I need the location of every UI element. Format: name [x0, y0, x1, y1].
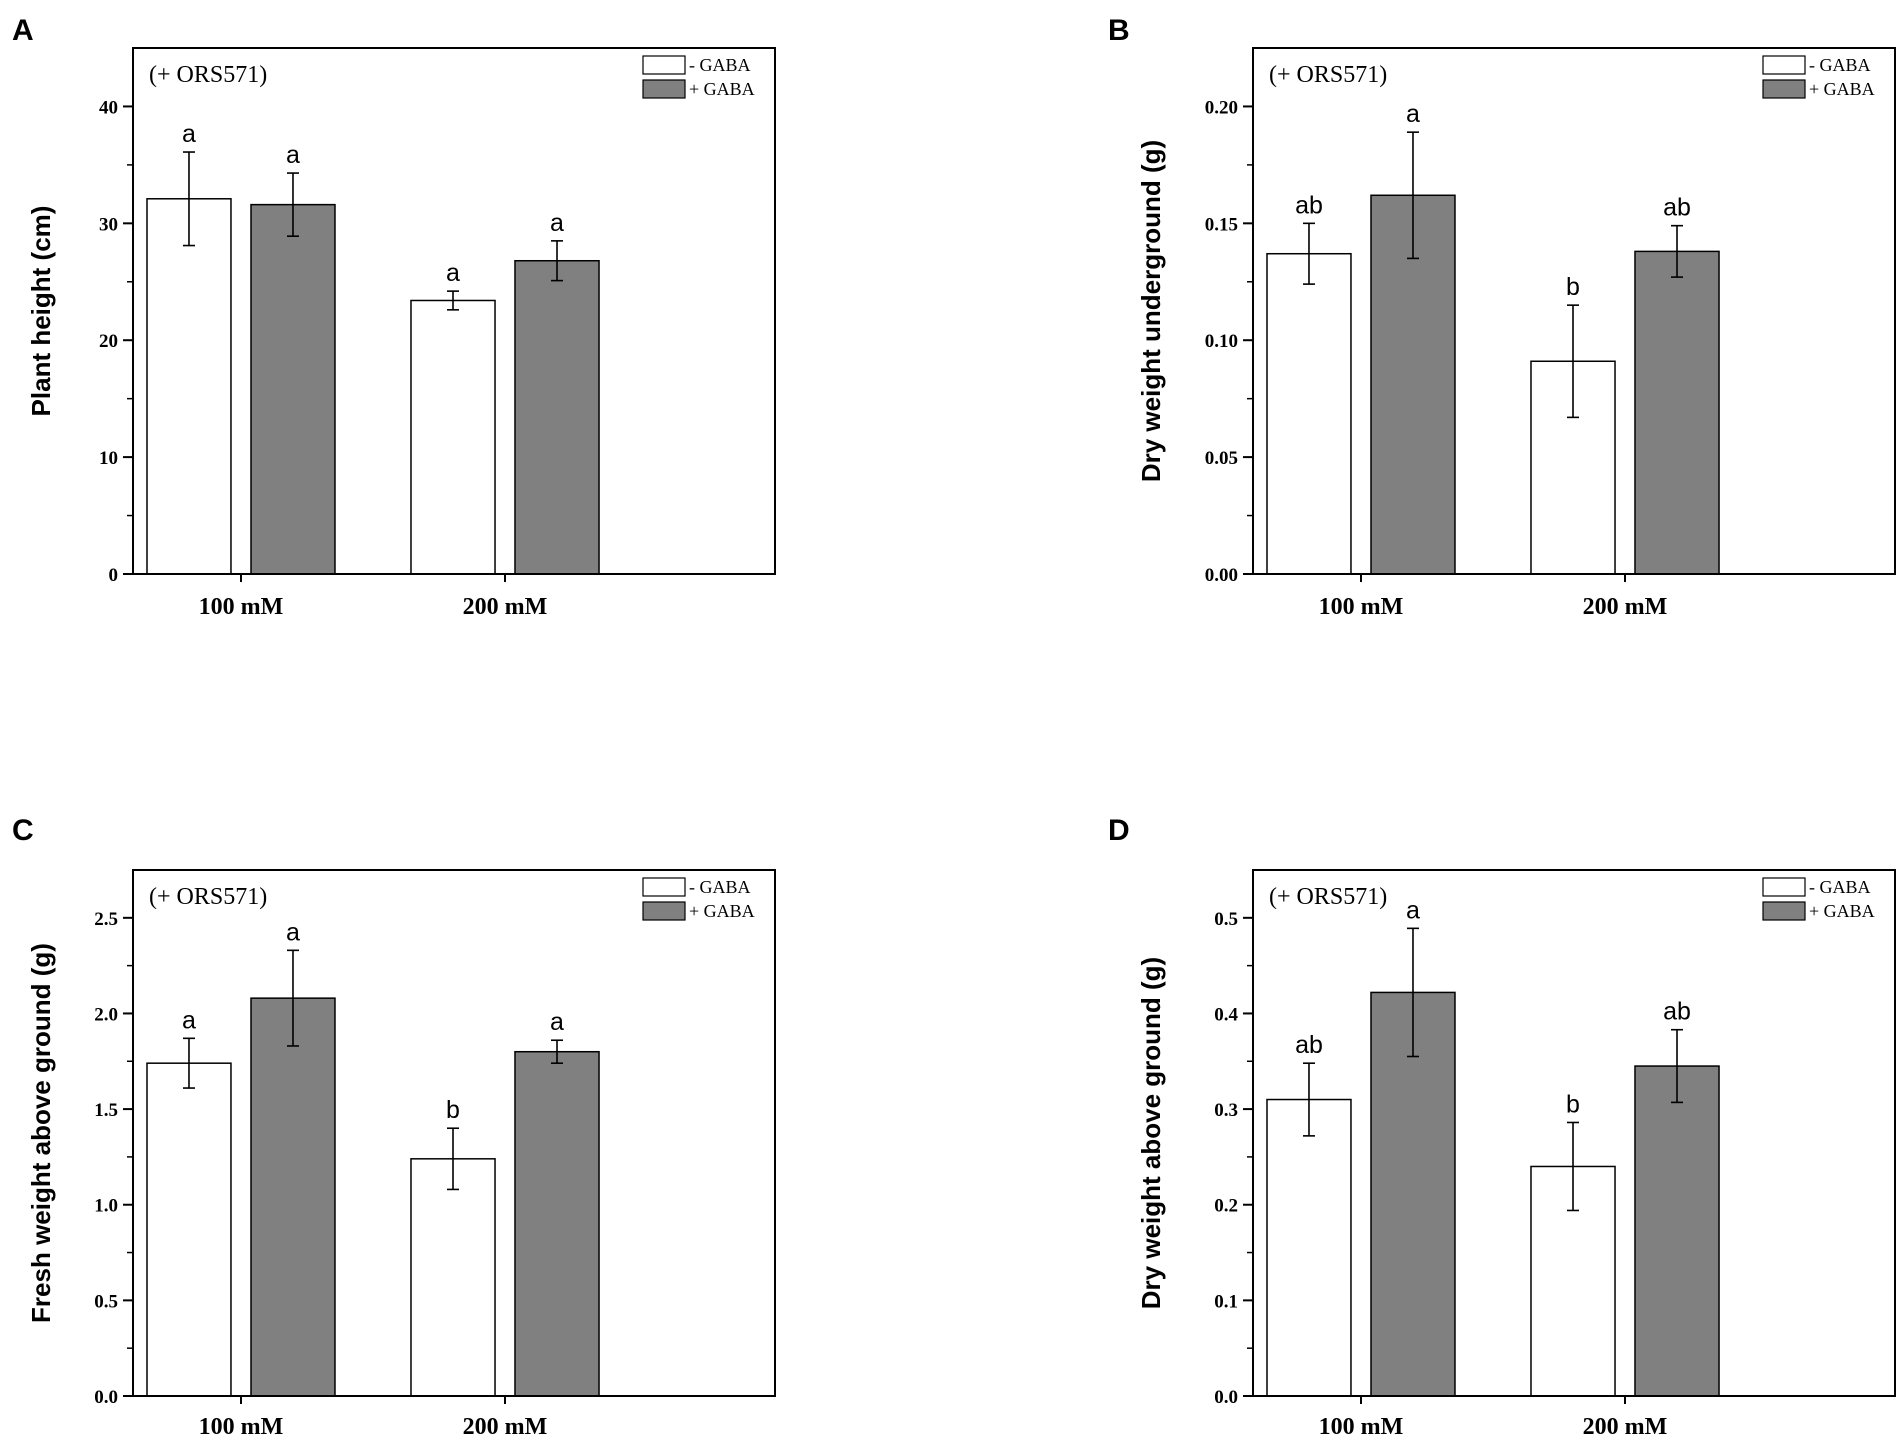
significance-label: a: [550, 1008, 564, 1036]
y-tick-label: 1.5: [94, 1100, 118, 1121]
y-tick-label: 0.05: [1205, 448, 1238, 469]
bar: [1634, 1065, 1720, 1397]
legend-swatch: [1762, 55, 1806, 75]
significance-label: a: [550, 209, 564, 237]
bar: [1266, 252, 1352, 575]
significance-label: a: [182, 1006, 196, 1034]
y-tick-label: 2.0: [94, 1004, 118, 1025]
y-tick-label: 0.00: [1205, 565, 1238, 586]
bar: [514, 259, 600, 575]
significance-label: a: [286, 918, 300, 946]
bar: [250, 997, 336, 1397]
plot-frame: [1252, 47, 1896, 575]
y-tick-label: 0.3: [1214, 1100, 1238, 1121]
legend-label: - GABA: [689, 55, 751, 75]
legend-swatch: [1762, 877, 1806, 897]
y-tick-label: 40: [99, 97, 118, 118]
annotation-label: (+ ORS571): [1269, 884, 1387, 910]
y-tick-label: 0.5: [94, 1291, 118, 1312]
y-tick-label: 0.5: [1214, 909, 1238, 930]
plot-frame: [1252, 869, 1896, 1397]
legend-swatch: [642, 55, 686, 75]
annotation-label: (+ ORS571): [149, 884, 267, 910]
bar: [1266, 1098, 1352, 1397]
category-label: 200 mM: [1583, 1414, 1668, 1440]
panel-a: Aa a 100 mM a a 200 mM 0 10 20 30 40 Plant height (…: [12, 14, 776, 620]
significance-label: b: [1566, 1090, 1580, 1118]
bar: [1634, 250, 1720, 575]
panel-letter: A: [12, 14, 34, 47]
legend-label: + GABA: [1809, 901, 1875, 921]
y-axis-label: Fresh weight above ground (g): [26, 943, 56, 1323]
legend-label: - GABA: [1809, 877, 1871, 897]
significance-label: a: [182, 120, 196, 148]
y-tick-label: 0.0: [1214, 1387, 1238, 1408]
panel-c: Ca a 100 mM b a 200 mM 0.0 0.5 1.0 1.5 2.0 2.5 Fresh…: [12, 814, 776, 1440]
y-tick-label: 0.1: [1214, 1291, 1238, 1312]
y-tick-label: 0.0: [94, 1387, 118, 1408]
bar: [410, 1158, 496, 1397]
significance-label: ab: [1663, 194, 1691, 222]
category-label: 200 mM: [463, 1414, 548, 1440]
bar: [1370, 991, 1456, 1397]
y-tick-label: 0.10: [1205, 331, 1238, 352]
legend-label: - GABA: [689, 877, 751, 897]
legend-label: + GABA: [1809, 79, 1875, 99]
y-axis-label: Dry weight above ground (g): [1136, 957, 1166, 1309]
panel-letter: B: [1108, 14, 1130, 47]
panel-b: Bab a 100 mM b ab 200 mM 0.00 0.05 0.10 0.15 0.20 D…: [1108, 14, 1896, 620]
legend-label: + GABA: [689, 79, 755, 99]
y-tick-label: 0.4: [1214, 1004, 1238, 1025]
y-tick-label: 30: [99, 214, 118, 235]
significance-label: b: [1566, 273, 1580, 301]
plot-frame: [132, 869, 776, 1397]
annotation-label: (+ ORS571): [1269, 62, 1387, 88]
significance-label: b: [446, 1096, 460, 1124]
panel-letter: D: [1108, 814, 1130, 847]
bar: [514, 1050, 600, 1397]
bar: [146, 1062, 232, 1397]
plot-frame: [132, 47, 776, 575]
significance-label: ab: [1295, 1031, 1323, 1059]
bar: [250, 203, 336, 575]
legend-swatch: [642, 901, 686, 921]
category-label: 100 mM: [1319, 594, 1404, 620]
legend-label: - GABA: [1809, 55, 1871, 75]
category-label: 200 mM: [463, 594, 548, 620]
y-axis-label: Plant height (cm): [26, 206, 56, 417]
panel-letter: C: [12, 814, 34, 847]
significance-label: a: [446, 259, 460, 287]
legend-swatch: [1762, 79, 1806, 99]
significance-label: a: [1406, 100, 1420, 128]
y-tick-label: 0.15: [1205, 214, 1238, 235]
bar: [146, 198, 232, 575]
significance-label: ab: [1295, 191, 1323, 219]
legend-swatch: [1762, 901, 1806, 921]
y-tick-label: 1.0: [94, 1196, 118, 1217]
y-axis-label: Dry weight underground (g): [1136, 140, 1166, 482]
y-tick-label: 10: [99, 448, 118, 469]
bar: [410, 299, 496, 575]
category-label: 100 mM: [199, 594, 284, 620]
legend-swatch: [642, 79, 686, 99]
category-label: 100 mM: [199, 1414, 284, 1440]
significance-label: a: [1406, 896, 1420, 924]
category-label: 100 mM: [1319, 1414, 1404, 1440]
y-tick-label: 0: [109, 565, 119, 586]
panel-d: Dab a 100 mM b ab 200 mM 0.0 0.1 0.2 0.3 0.4 0.5 Dry…: [1108, 814, 1896, 1440]
y-tick-label: 20: [99, 331, 118, 352]
significance-label: ab: [1663, 998, 1691, 1026]
y-tick-label: 0.20: [1205, 97, 1238, 118]
category-label: 200 mM: [1583, 594, 1668, 620]
significance-label: a: [286, 141, 300, 169]
y-tick-label: 0.2: [1214, 1196, 1238, 1217]
legend-swatch: [642, 877, 686, 897]
legend-label: + GABA: [689, 901, 755, 921]
annotation-label: (+ ORS571): [149, 62, 267, 88]
y-tick-label: 2.5: [94, 909, 118, 930]
